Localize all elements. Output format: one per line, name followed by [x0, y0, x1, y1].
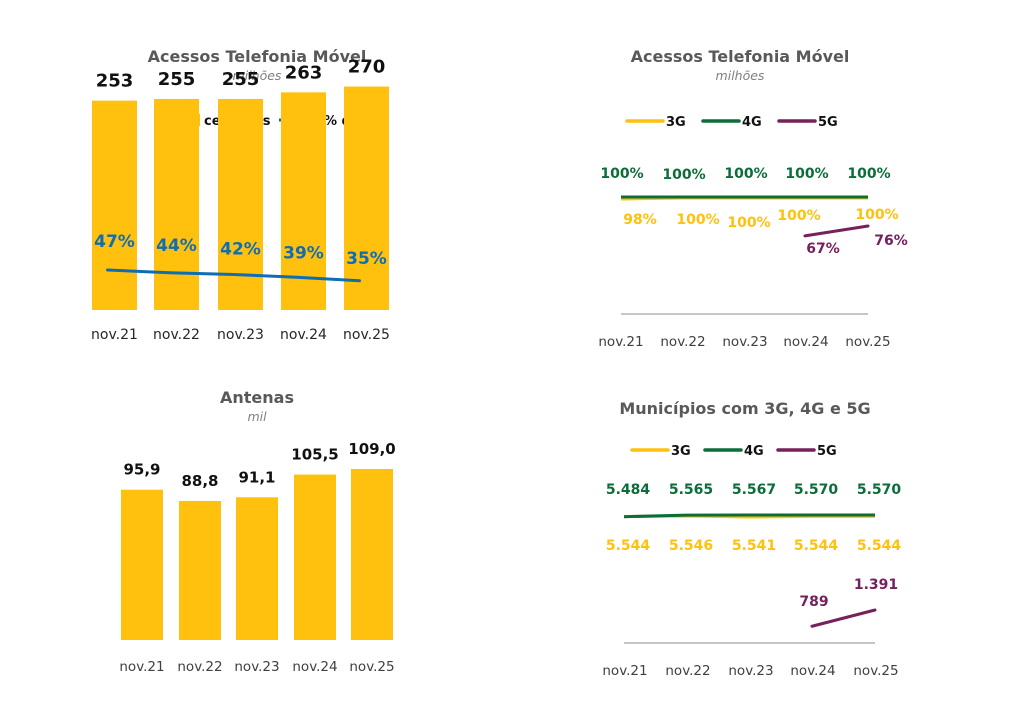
- bar-celulares: [344, 86, 389, 310]
- bar-antenas: [121, 489, 163, 640]
- line-value-label: 47%: [94, 232, 135, 252]
- legend-label-5g: 5G: [818, 115, 838, 130]
- bar-celulares: [92, 100, 137, 310]
- chart-title: Acessos Telefonia Móvel: [148, 47, 367, 66]
- data-label-3g: 100%: [777, 208, 820, 224]
- x-tick-label: nov.25: [343, 327, 390, 343]
- data-label-5g: 76%: [874, 233, 908, 249]
- bar-value-label: 109,0: [348, 440, 395, 458]
- x-tick-label: nov.23: [217, 327, 264, 343]
- bar-celulares: [281, 92, 326, 311]
- bar-value-label: 255: [158, 69, 196, 90]
- legend-label-3g: 3G: [671, 444, 691, 459]
- x-tick-label: nov.23: [728, 663, 773, 679]
- x-tick-label: nov.23: [722, 334, 767, 350]
- line-value-label: 44%: [156, 236, 197, 256]
- bar-antenas: [236, 497, 278, 640]
- data-label-4g: 5.570: [857, 482, 902, 498]
- data-label-5g: 1.391: [854, 577, 898, 593]
- bar-celulares: [218, 98, 263, 310]
- x-tick-label: nov.24: [790, 663, 835, 679]
- data-label-4g: 100%: [600, 166, 643, 182]
- bar-value-label: 105,5: [291, 446, 338, 464]
- bar-antenas: [179, 500, 221, 640]
- data-label-3g: 100%: [855, 207, 898, 223]
- x-tick-label: nov.22: [153, 327, 200, 343]
- bar-value-label: 263: [285, 62, 323, 83]
- data-label-4g: 100%: [662, 167, 705, 183]
- bar-value-label: 253: [96, 71, 134, 92]
- x-tick-label: nov.25: [853, 663, 898, 679]
- data-label-3g: 100%: [676, 212, 719, 228]
- x-tick-label: nov.22: [660, 334, 705, 350]
- legend-label-3g: 3G: [666, 115, 686, 130]
- chart-acessos-celulares: Acessos Telefonia Móvel milhões celulare…: [91, 47, 390, 343]
- bar-value-label: 88,8: [181, 472, 218, 490]
- chart-subtitle: milhões: [716, 68, 765, 83]
- bar-value-label: 91,1: [238, 468, 275, 486]
- bar-antenas: [294, 474, 336, 640]
- data-label-3g: 5.544: [606, 538, 651, 554]
- data-label-3g: 5.544: [857, 538, 902, 554]
- bar-antenas: [351, 469, 393, 640]
- x-tick-label: nov.25: [845, 334, 890, 350]
- legend-label-4g: 4G: [744, 444, 764, 459]
- chart-title: Municípios com 3G, 4G e 5G: [619, 399, 870, 418]
- x-tick-label: nov.24: [783, 334, 828, 350]
- x-tick-label: nov.23: [234, 659, 279, 675]
- x-tick-label: nov.21: [91, 327, 138, 343]
- legend-label-4g: 4G: [742, 115, 762, 130]
- data-label-3g: 100%: [727, 215, 770, 231]
- line-value-label: 35%: [346, 249, 387, 269]
- x-tick-label: nov.25: [349, 659, 394, 675]
- legend-label-5g: 5G: [817, 444, 837, 459]
- legend: 3G 4G 5G: [630, 444, 837, 459]
- line-5g: [803, 224, 870, 238]
- data-label-3g: 5.544: [794, 538, 839, 554]
- data-label-3g: 98%: [623, 212, 657, 228]
- data-label-5g: 789: [799, 594, 828, 610]
- x-tick-label: nov.21: [598, 334, 643, 350]
- bar-value-label: 95,9: [123, 461, 160, 479]
- bar-celulares: [154, 98, 199, 310]
- chart-acessos-tecnologia: Acessos Telefonia Móvel milhões 3G 4G 5G 1…: [598, 47, 907, 350]
- chart-municipios: Municípios com 3G, 4G e 5G 3G 4G 5G 5.484 5…: [602, 399, 901, 679]
- data-label-4g: 100%: [785, 166, 828, 182]
- x-tick-label: nov.21: [602, 663, 647, 679]
- chart-title: Antenas: [220, 388, 294, 407]
- bar-value-label: 270: [348, 57, 386, 78]
- data-label-4g: 100%: [724, 166, 767, 182]
- chart-title: Acessos Telefonia Móvel: [631, 47, 850, 66]
- line-value-label: 39%: [283, 244, 324, 264]
- x-tick-label: nov.24: [292, 659, 337, 675]
- line-pre-pago: [106, 268, 361, 283]
- x-tick-label: nov.22: [665, 663, 710, 679]
- data-label-5g: 67%: [806, 241, 840, 257]
- chart-antenas: Antenas mil 95,9 88,8 91,1 105,5 109,0 nov.2…: [119, 388, 395, 675]
- data-label-4g: 100%: [847, 166, 890, 182]
- chart-subtitle: milhões: [233, 68, 282, 83]
- x-tick-label: nov.24: [280, 327, 327, 343]
- legend: 3G 4G 5G: [625, 115, 838, 130]
- x-tick-label: nov.22: [177, 659, 222, 675]
- data-label-3g: 5.541: [732, 538, 776, 554]
- line-value-label: 42%: [220, 240, 261, 260]
- bar-value-label: 255: [222, 69, 260, 90]
- data-label-4g: 5.484: [606, 482, 651, 498]
- line-5g: [810, 608, 877, 628]
- line-4g: [623, 513, 875, 519]
- data-label-4g: 5.567: [732, 482, 776, 498]
- chart-subtitle: mil: [247, 409, 267, 424]
- data-label-4g: 5.565: [669, 482, 713, 498]
- data-label-4g: 5.570: [794, 482, 839, 498]
- data-label-3g: 5.546: [669, 538, 713, 554]
- x-tick-label: nov.21: [119, 659, 164, 675]
